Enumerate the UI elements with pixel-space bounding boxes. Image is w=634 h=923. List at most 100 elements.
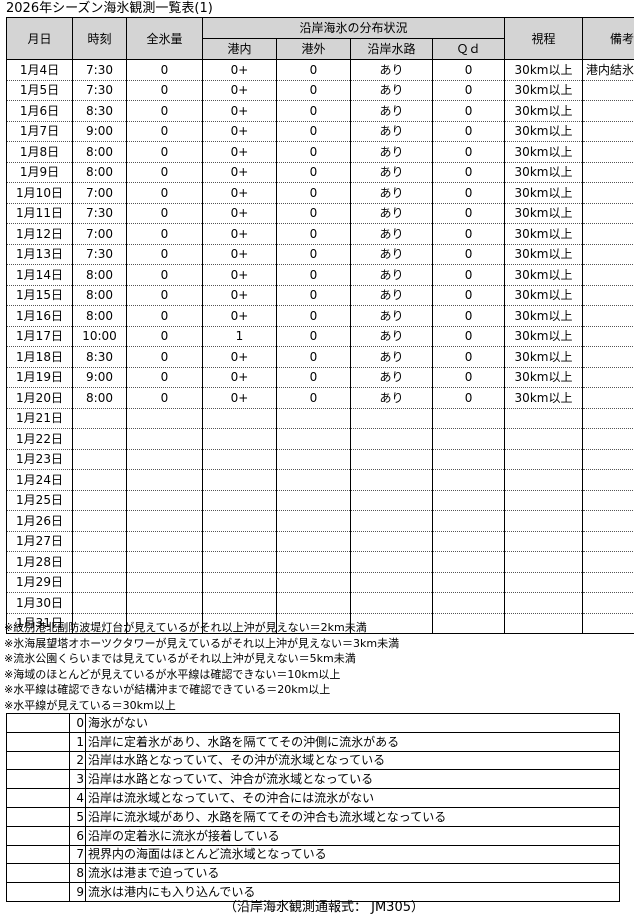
cell-visibility <box>504 469 584 491</box>
cell-date: 1月10日 <box>6 182 73 204</box>
legend-spacer-cell <box>6 863 70 884</box>
cell-harbor-out <box>276 571 351 593</box>
cell-coastal-channel: あり <box>350 387 433 409</box>
cell-date: 1月30日 <box>6 592 73 614</box>
table-row: 1月31日 <box>6 612 634 634</box>
cell-coastal-channel: あり <box>350 243 433 265</box>
legend-spacer-cell <box>6 788 70 808</box>
cell-harbor-out <box>276 510 351 532</box>
col-header-qd: Ｑｄ <box>431 38 506 60</box>
legend-description: 沿岸は流氷域となっていて、その沖合には流氷がない <box>85 788 620 808</box>
cell-harbor-in <box>202 469 277 491</box>
cell-harbor-in: 0+ <box>202 202 277 224</box>
legend-description: 沿岸は水路となっていて、その沖が流氷域となっている <box>85 750 620 771</box>
cell-coastal-channel <box>350 489 433 511</box>
table-row: 1月29日 <box>6 571 634 593</box>
cell-total-ice <box>126 489 203 511</box>
cell-harbor-out <box>276 592 351 614</box>
legend-spacer-cell <box>6 769 70 790</box>
cell-qd <box>431 448 506 470</box>
cell-visibility: 30km以上 <box>504 79 584 101</box>
cell-remarks <box>582 530 634 552</box>
cell-coastal-channel <box>350 592 433 614</box>
cell-harbor-out <box>276 407 351 429</box>
cell-date: 1月6日 <box>6 100 73 122</box>
cell-date: 1月13日 <box>6 243 73 265</box>
cell-remarks <box>582 161 634 183</box>
cell-coastal-channel <box>350 407 433 429</box>
cell-total-ice: 0 <box>126 182 203 204</box>
cell-qd <box>431 510 506 532</box>
cell-date: 1月17日 <box>6 325 73 347</box>
table-row: 1月20日 8:00 0 0+ 0 あり 0 30km以上 <box>6 387 634 409</box>
legend-row: 1 沿岸に定着氷があり、水路を隔ててその沖側に流氷がある <box>6 731 620 752</box>
sea-ice-observation-table: 月日 時刻 全氷量 沿岸海氷の分布状況 視程 備考 港内 港外 沿岸水路 Ｑｄ … <box>6 17 634 634</box>
cell-remarks <box>582 387 634 409</box>
cell-date: 1月23日 <box>6 448 73 470</box>
cell-harbor-out: 0 <box>276 100 351 122</box>
cell-total-ice <box>126 592 203 614</box>
page-title: 2026年シーズン海氷観測一覧表(1) <box>6 1 213 16</box>
cell-coastal-channel: あり <box>350 100 433 122</box>
col-header-harbor-in: 港内 <box>202 38 277 60</box>
cell-visibility <box>504 428 584 450</box>
cell-remarks <box>582 612 634 634</box>
cell-visibility: 30km以上 <box>504 387 584 409</box>
cell-harbor-out: 0 <box>276 120 351 142</box>
cell-visibility: 30km以上 <box>504 223 584 245</box>
cell-remarks <box>582 79 634 101</box>
table-row: 1月27日 <box>6 530 634 552</box>
cell-date: 1月9日 <box>6 161 73 183</box>
cell-coastal-channel: あり <box>350 325 433 347</box>
cell-coastal-channel <box>350 530 433 552</box>
cell-coastal-channel: あり <box>350 79 433 101</box>
cell-harbor-out: 0 <box>276 161 351 183</box>
legend-code: 6 <box>69 825 86 846</box>
ice-code-legend-table: 0 海氷がない 1 沿岸に定着氷があり、水路を隔ててその沖側に流氷がある 2 沿岸は水路と… <box>6 713 620 902</box>
cell-qd <box>431 551 506 573</box>
cell-coastal-channel: あり <box>350 182 433 204</box>
cell-total-ice: 0 <box>126 223 203 245</box>
legend-row: 8 流氷は港まで迫っている <box>6 863 620 884</box>
table-row: 1月13日 7:30 0 0+ 0 あり 0 30km以上 <box>6 243 634 265</box>
cell-time <box>72 469 127 491</box>
legend-row: 5 沿岸に流氷域があり、水路を隔ててその沖合も流氷域となっている <box>6 806 620 827</box>
cell-visibility: 30km以上 <box>504 284 584 306</box>
cell-qd: 0 <box>431 346 506 368</box>
cell-harbor-in: 0+ <box>202 223 277 245</box>
cell-harbor-in: 0+ <box>202 284 277 306</box>
legend-code: 9 <box>69 882 86 902</box>
cell-remarks <box>582 264 634 286</box>
cell-harbor-in: 0+ <box>202 182 277 204</box>
cell-time: 7:30 <box>72 59 127 81</box>
cell-qd <box>431 489 506 511</box>
cell-visibility: 30km以上 <box>504 366 584 388</box>
legend-spacer-cell <box>6 750 70 771</box>
legend-description: 沿岸の定着氷に流氷が接着している <box>85 825 620 846</box>
legend-description: 海氷がない <box>85 713 620 733</box>
table-row: 1月30日 <box>6 592 634 614</box>
cell-time: 8:30 <box>72 346 127 368</box>
cell-time: 7:30 <box>72 202 127 224</box>
table-row: 1月7日 9:00 0 0+ 0 あり 0 30km以上 <box>6 120 634 142</box>
table-row: 1月24日 <box>6 469 634 491</box>
cell-visibility: 30km以上 <box>504 202 584 224</box>
cell-total-ice: 0 <box>126 141 203 163</box>
cell-visibility <box>504 612 584 634</box>
cell-remarks: 港内結氷初日 <box>582 59 634 81</box>
cell-qd: 0 <box>431 202 506 224</box>
cell-total-ice: 0 <box>126 100 203 122</box>
cell-visibility: 30km以上 <box>504 120 584 142</box>
cell-harbor-out <box>276 469 351 491</box>
cell-visibility <box>504 571 584 593</box>
cell-qd: 0 <box>431 264 506 286</box>
cell-harbor-out: 0 <box>276 305 351 327</box>
cell-date: 1月22日 <box>6 428 73 450</box>
cell-harbor-out: 0 <box>276 182 351 204</box>
cell-date: 1月24日 <box>6 469 73 491</box>
cell-total-ice: 0 <box>126 79 203 101</box>
cell-date: 1月16日 <box>6 305 73 327</box>
cell-remarks <box>582 346 634 368</box>
footnote-line: ※水平線は確認できないが結構沖まで確認できている＝20km以上 <box>4 683 331 697</box>
cell-remarks <box>582 202 634 224</box>
